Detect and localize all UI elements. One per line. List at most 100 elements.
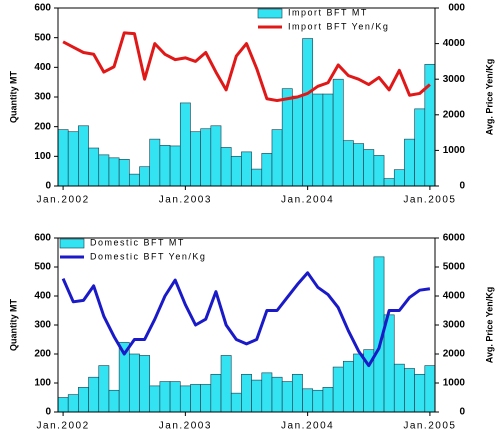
bar: [149, 138, 161, 187]
bar: [210, 373, 222, 413]
bar: [383, 178, 395, 187]
bar: [200, 384, 212, 413]
x-tick-label: Jan.2003: [159, 195, 212, 206]
bar: [108, 157, 120, 187]
y2-tick-label: 0: [459, 407, 465, 418]
bar: [414, 108, 426, 187]
line: [62, 31, 431, 103]
bar: [332, 78, 344, 187]
bar: [190, 131, 201, 187]
bar: [312, 93, 324, 187]
bar: [159, 381, 171, 413]
y-tick-label: 200: [34, 349, 51, 360]
legend-label: Domestic BFT MT: [90, 237, 185, 247]
x-tick-label: Jan.2005: [403, 421, 456, 429]
bar: [169, 381, 181, 413]
bar: [302, 38, 314, 187]
bar: [292, 95, 303, 187]
bar: [424, 365, 436, 413]
y-tick-label: 100: [34, 378, 51, 389]
bar: [139, 355, 151, 413]
x-tick-label: Jan.2002: [37, 195, 90, 206]
bar: [78, 125, 89, 187]
bar: [241, 373, 252, 413]
bar: [404, 368, 415, 413]
x-tick-label: Jan.2002: [37, 421, 90, 429]
bar: [271, 376, 283, 413]
bar: [118, 159, 130, 187]
bar: [404, 138, 415, 187]
y-tick-label: 0: [45, 181, 51, 192]
line: [61, 271, 431, 368]
bar: [271, 129, 283, 187]
bar: [393, 363, 405, 413]
bar: [281, 88, 293, 187]
y-tick-label: 500: [34, 32, 51, 43]
y2-tick-label: 4000: [443, 38, 466, 49]
bar: [179, 102, 191, 187]
y-tick-label: 0: [45, 407, 51, 418]
bar: [57, 397, 69, 413]
bar: [414, 373, 426, 413]
x-tick-label: Jan.2004: [281, 195, 334, 206]
y2-tick-label: 6000: [443, 233, 466, 244]
y2-tick-label: 2000: [443, 109, 466, 120]
bar: [129, 353, 140, 413]
y-tick-label: 400: [34, 62, 51, 73]
bar: [261, 372, 273, 413]
bar: [353, 353, 364, 413]
bar: [98, 154, 110, 187]
bar: [179, 385, 191, 413]
bar: [78, 387, 89, 413]
bar: [200, 128, 212, 187]
bar: [302, 388, 314, 413]
bar: [67, 394, 79, 413]
y-tick-label: 400: [34, 291, 51, 302]
legend-label: Import BFT Yen/Kg: [288, 21, 389, 31]
legend-swatch: [257, 8, 283, 19]
y2-tick-label: 0: [459, 181, 465, 192]
bar: [88, 376, 100, 413]
bar: [373, 155, 385, 187]
bar: [261, 153, 273, 187]
bar: [353, 143, 364, 187]
bar: [292, 373, 303, 413]
y2-axis-label: Avg. Price Yen/Kg: [484, 287, 494, 364]
bar: [342, 140, 354, 187]
legend-label: Domestic BFT Yen/Kg: [90, 251, 206, 261]
bar: [67, 131, 79, 187]
bar: [342, 360, 354, 413]
y2-tick-label: 1000: [443, 145, 466, 156]
y2-tick-label: 4000: [443, 291, 466, 302]
y2-tick-label: 3000: [443, 74, 466, 85]
y2-tick-label: 1000: [443, 378, 466, 389]
bar: [281, 381, 293, 413]
bar: [322, 387, 334, 413]
bar: [230, 156, 242, 187]
bar: [363, 149, 375, 187]
bar: [98, 365, 110, 413]
bar: [332, 366, 344, 413]
y2-tick-label: 000: [448, 3, 465, 14]
x-tick-label: Jan.2005: [403, 195, 456, 206]
bar: [210, 125, 222, 187]
y-tick-label: 600: [34, 233, 51, 244]
bar: [230, 392, 242, 413]
bar: [139, 166, 151, 187]
y-tick-label: 500: [34, 262, 51, 273]
bar: [424, 64, 436, 187]
y2-tick-label: 5000: [443, 262, 466, 273]
bar: [149, 385, 161, 413]
y-tick-label: 300: [34, 320, 51, 331]
bar: [190, 384, 201, 413]
y-tick-label: 100: [34, 151, 51, 162]
x-tick-label: Jan.2003: [159, 421, 212, 429]
bar: [88, 147, 100, 187]
bar: [322, 93, 334, 187]
bar: [169, 145, 181, 187]
bar: [393, 169, 405, 187]
bar: [251, 168, 263, 187]
bar: [220, 147, 232, 187]
y-axis-label: Quantity MT: [8, 299, 18, 351]
